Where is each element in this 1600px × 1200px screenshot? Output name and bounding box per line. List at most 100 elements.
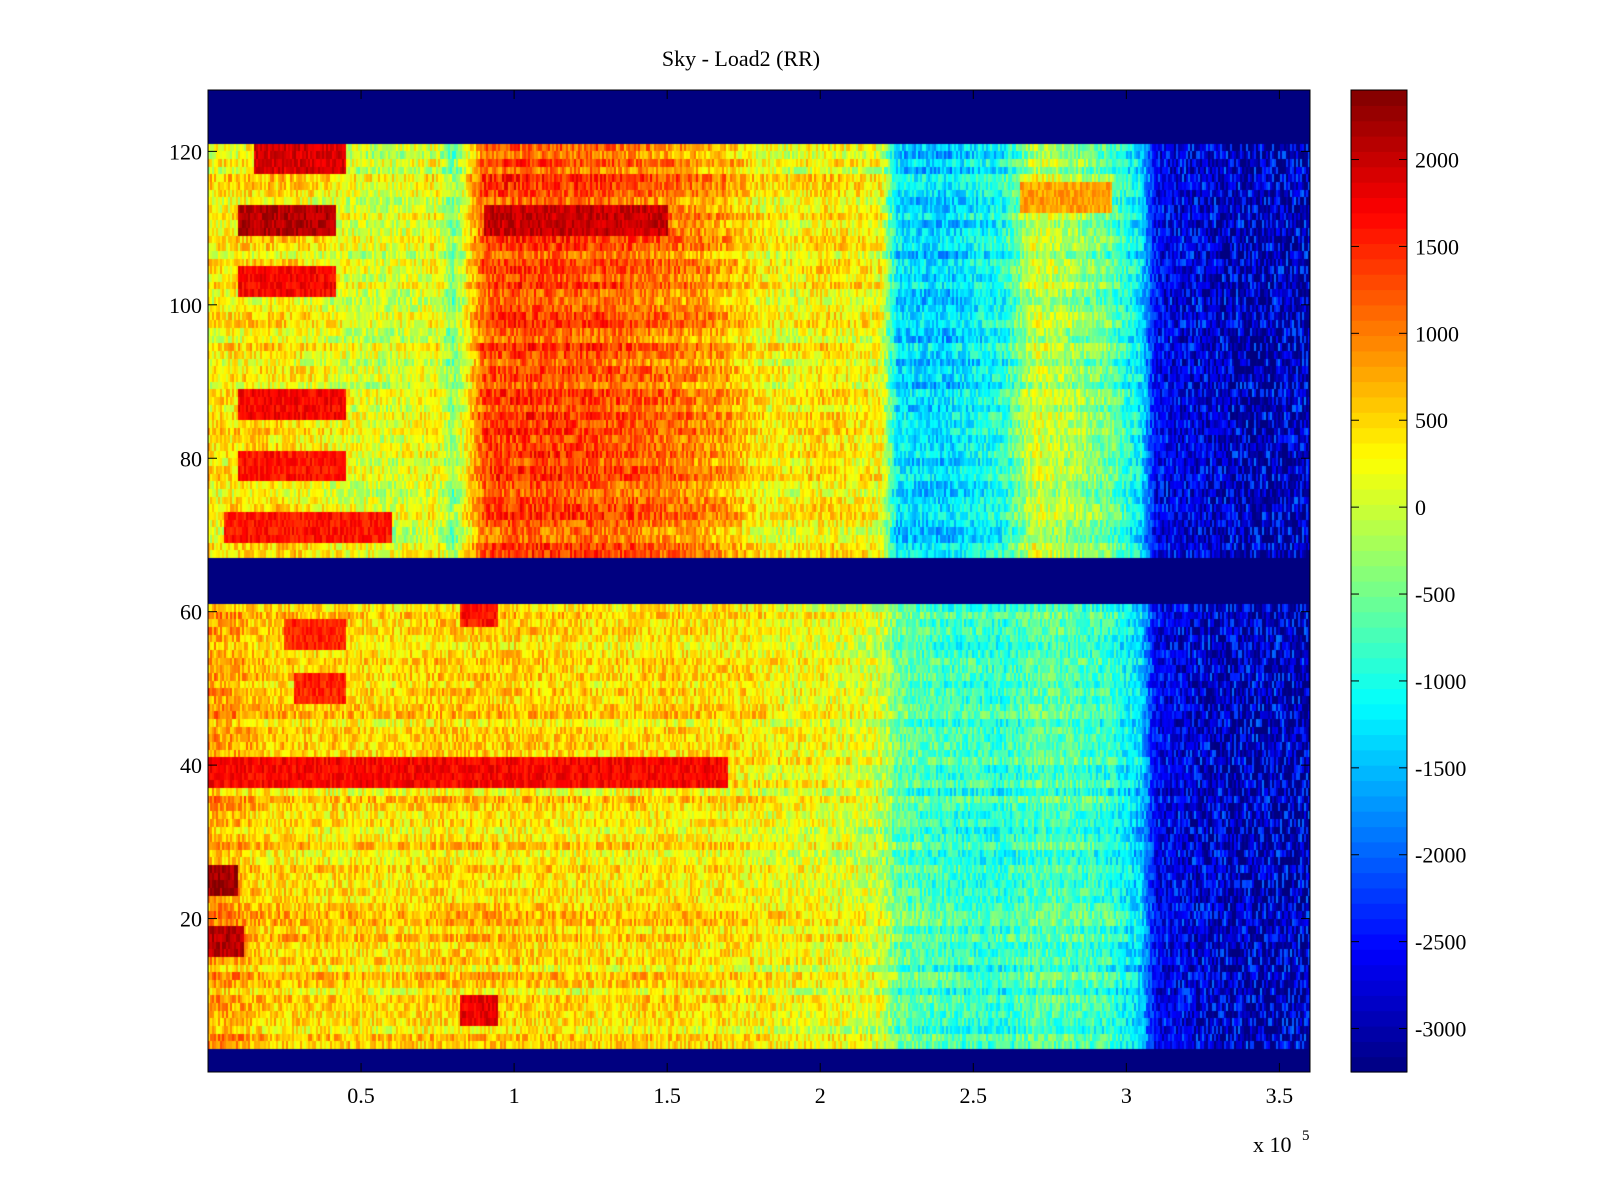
colorbar-tick-label: 500 [1415,408,1448,433]
colorbar-cell [1351,596,1407,613]
colorbar-cell [1351,274,1407,291]
colorbar-cell [1351,949,1407,966]
colorbar-cell [1351,657,1407,674]
colorbar-ticks: 2000 1500 1000 500 0 -500 -1000 -1500 -2000 -2500… [1351,148,1466,1042]
colorbar-cell [1351,642,1407,659]
colorbar-cell [1351,872,1407,889]
colorbar-cell [1351,719,1407,736]
colorbar-cell [1351,197,1407,214]
colorbar-cell [1351,212,1407,229]
plot-frame [207,89,1311,1073]
colorbar-tick-label: -500 [1415,582,1455,607]
colorbar-cell [1351,703,1407,720]
x-multiplier-label: x 10 [1253,1132,1292,1157]
colorbar-cell [1351,166,1407,183]
colorbar-cell [1351,1025,1407,1042]
colorbar-cell [1351,780,1407,797]
colorbar-tick-label: -1500 [1415,756,1466,781]
colorbar-cell [1351,550,1407,567]
colorbar-cell [1351,1010,1407,1027]
colorbar-cell [1351,504,1407,521]
colorbar-cell [1351,765,1407,782]
colorbar-cell [1351,412,1407,429]
colorbar-cell [1351,366,1407,383]
heatmap-cells [208,90,1310,1072]
colorbar-cell [1351,442,1407,459]
colorbar-cell [1351,903,1407,920]
colorbar-cell [1351,918,1407,935]
colorbar-cell [1351,795,1407,812]
colorbar-tick-label: 1500 [1415,234,1459,259]
colorbar-cell [1351,581,1407,597]
colorbar-cell [1351,396,1407,413]
colorbar-cell [1351,320,1407,337]
heatmap-layer [208,90,1310,1072]
colorbar-cell [1351,381,1407,398]
colorbar-cell [1351,519,1407,536]
colorbar-cell [1351,841,1407,858]
colorbar-tick-label: -2000 [1415,843,1466,868]
colorbar-cell [1351,488,1407,505]
colorbar-cell [1351,826,1407,843]
x-multiplier: x 10 5 [1253,1128,1310,1157]
colorbar-cell [1351,120,1407,137]
colorbar-cell [1351,734,1407,751]
colorbar-cell [1351,427,1407,444]
colorbar-cell [1351,182,1407,199]
colorbar-cell [1351,995,1407,1012]
chart-title: Sky - Load2 (RR) [662,46,820,71]
colorbar-cell [1351,105,1407,122]
colorbar-cell [1351,565,1407,582]
colorbar-cell [1351,304,1407,321]
colorbar-cell [1351,90,1407,106]
colorbar-cell [1351,964,1407,981]
x-tick-label: 0.5 [347,1083,375,1108]
colorbar-cell [1351,611,1407,628]
colorbar-cell [1351,933,1407,950]
colorbar-cell [1351,228,1407,245]
colorbar-frame [1350,89,1408,1073]
colorbar-cell [1351,979,1407,996]
colorbar-cell [1351,627,1407,643]
colorbar-cell [1351,289,1407,306]
colorbar-cell [1351,136,1407,152]
colorbar-cell [1351,887,1407,904]
colorbar-cell [1351,811,1407,828]
x-tick-label: 1.5 [653,1083,681,1108]
colorbar-cell [1351,673,1407,690]
colorbar-cell [1351,151,1407,168]
y-tick-label: 120 [169,139,202,164]
colorbar-tick-label: 1000 [1415,321,1459,346]
y-tick-label: 100 [169,293,202,318]
y-tick-label: 80 [180,446,202,471]
y-tick-label: 40 [180,753,202,778]
colorbar-cell [1351,1056,1407,1073]
x-tick-label: 2 [815,1083,826,1108]
y-axis: 20 40 60 80 100 120 [169,139,1310,932]
x-tick-label: 1 [509,1083,520,1108]
colorbar-cell [1351,688,1407,705]
y-tick-label: 60 [180,600,202,625]
colorbar-cell [1351,749,1407,766]
colorbar-tick-label: 0 [1415,495,1426,520]
colorbar: 2000 1500 1000 500 0 -500 -1000 -1500 -2000 -2500… [1350,89,1466,1073]
colorbar-cell [1351,473,1407,490]
y-tick-label: 20 [180,907,202,932]
x-tick-label: 3 [1121,1083,1132,1108]
colorbar-cell [1351,243,1407,260]
x-axis: 0.5 1 1.5 2 2.5 3 3.5 [347,90,1293,1108]
colorbar-cell [1351,534,1407,551]
plot-area [207,89,1311,1073]
colorbar-tick-label: -1000 [1415,669,1466,694]
x-multiplier-exponent: 5 [1302,1128,1310,1144]
colorbar-tick-label: -2500 [1415,930,1466,955]
colorbar-cell [1351,335,1407,352]
colorbar-gradient [1351,90,1407,1073]
colorbar-cell [1351,458,1407,475]
colorbar-cell [1351,350,1407,367]
colorbar-tick-label: 2000 [1415,148,1459,173]
colorbar-cell [1351,1041,1407,1058]
x-tick-label: 2.5 [960,1083,988,1108]
colorbar-cell [1351,857,1407,874]
